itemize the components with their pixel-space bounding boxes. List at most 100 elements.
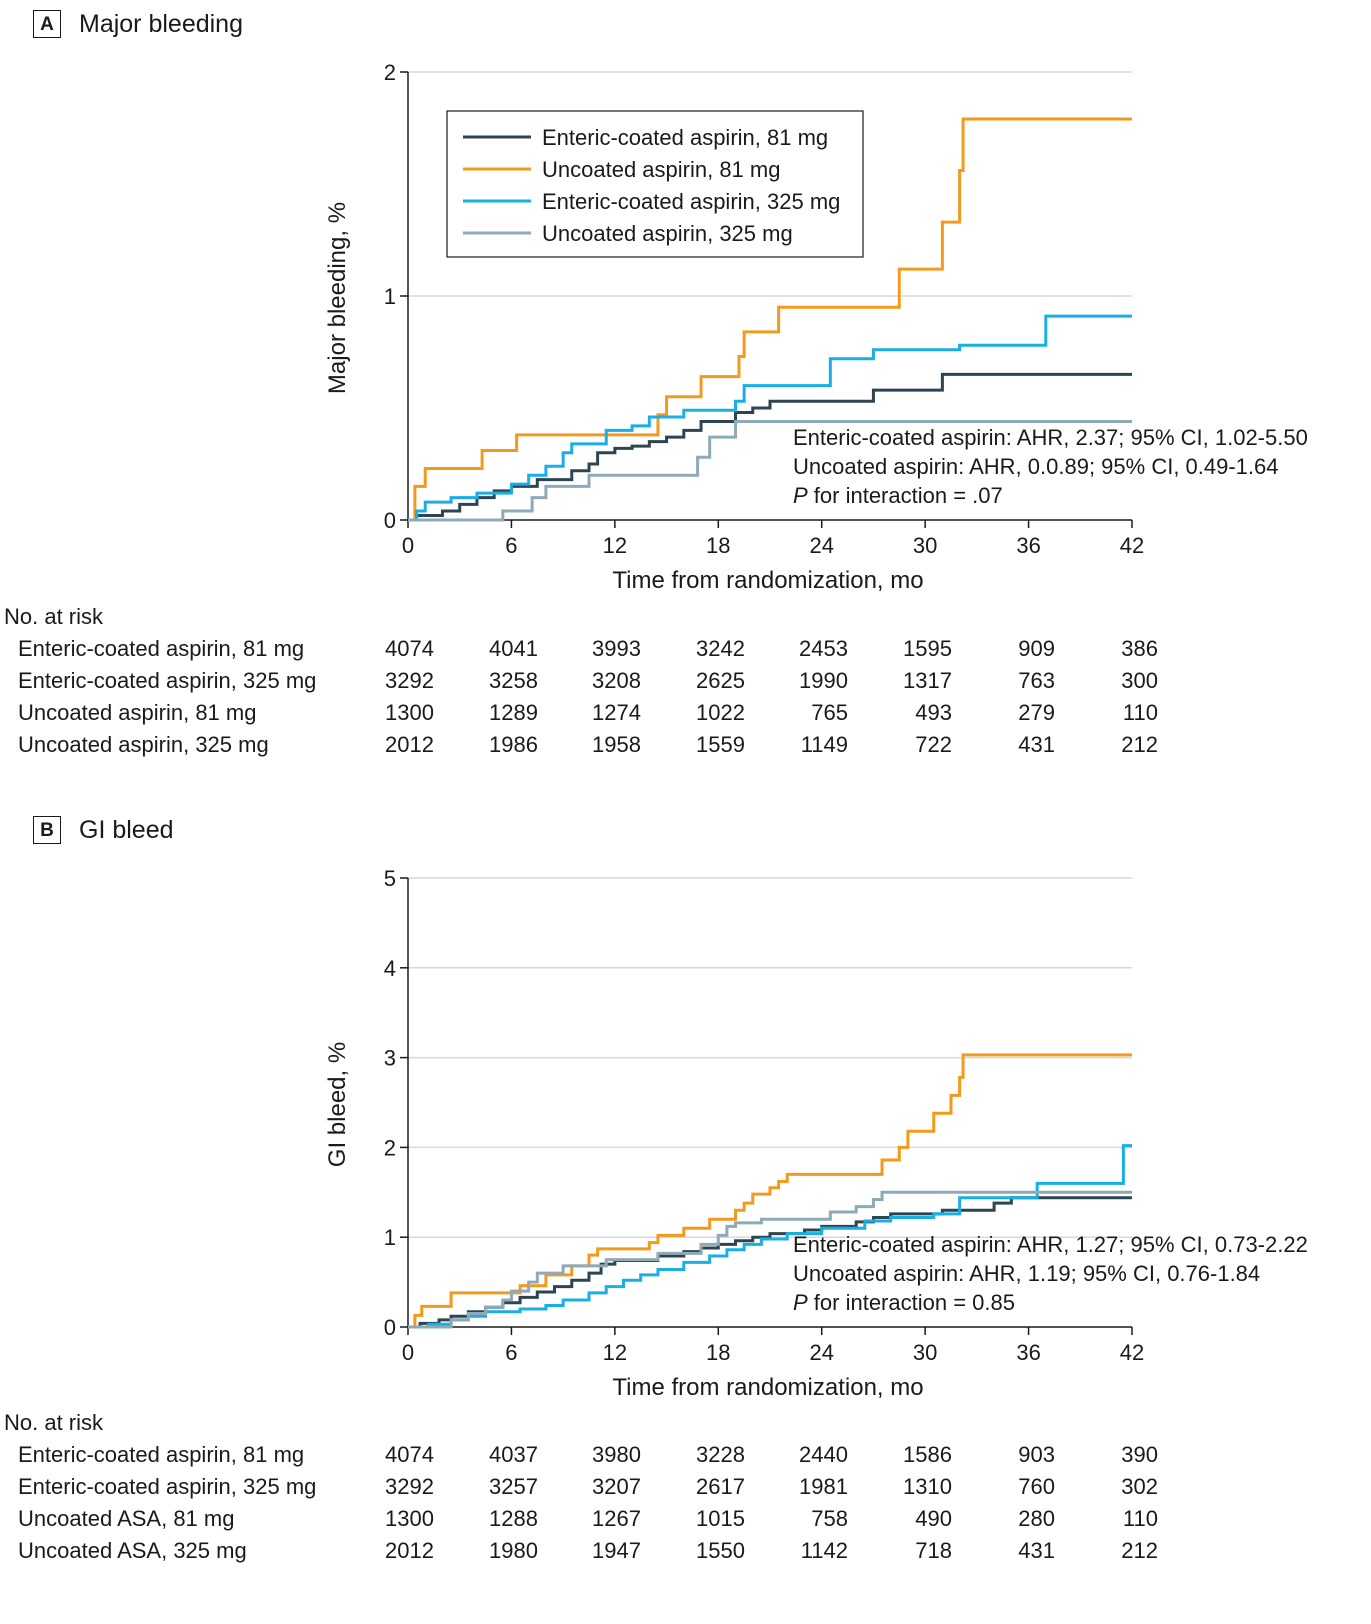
x-tick-label: 42 (1120, 533, 1144, 558)
at-risk-value: 302 (1121, 1474, 1158, 1499)
at-risk-value: 4074 (385, 636, 434, 661)
at-risk-heading: No. at risk (4, 1410, 104, 1435)
at-risk-value: 1274 (592, 700, 641, 725)
at-risk-value: 1990 (799, 668, 848, 693)
at-risk-value: 1015 (696, 1506, 745, 1531)
at-risk-value: 110 (1122, 700, 1158, 725)
at-risk-value: 722 (915, 732, 952, 757)
y-tick-label: 2 (384, 1135, 396, 1160)
at-risk-value: 3208 (592, 668, 641, 693)
at-risk-value: 4074 (385, 1442, 434, 1467)
y-tick-label: 1 (384, 284, 396, 309)
panel-title: Major bleeding (79, 9, 243, 38)
series-line-4 (408, 419, 1132, 522)
at-risk-value: 1300 (385, 1506, 434, 1531)
series-line-2 (408, 117, 1132, 522)
annotation: Enteric-coated aspirin: AHR, 1.27; 95% C… (793, 1232, 1308, 1257)
x-tick-label: 18 (706, 533, 730, 558)
x-tick-label: 36 (1016, 1340, 1040, 1365)
x-tick-label: 24 (809, 1340, 833, 1365)
at-risk-row-label: Uncoated ASA, 325 mg (18, 1538, 247, 1563)
at-risk-value: 386 (1121, 636, 1158, 661)
at-risk-value: 390 (1121, 1442, 1158, 1467)
at-risk-row-label: Uncoated aspirin, 81 mg (18, 700, 257, 725)
at-risk-value: 1958 (592, 732, 641, 757)
x-axis-label: Time from randomization, mo (612, 1374, 923, 1401)
x-tick-label: 18 (706, 1340, 730, 1365)
annotation: P for interaction = 0.85 (793, 1290, 1015, 1315)
at-risk-value: 280 (1018, 1506, 1055, 1531)
series-line-3 (408, 314, 1132, 522)
x-tick-label: 6 (505, 533, 517, 558)
at-risk-value: 909 (1018, 636, 1055, 661)
at-risk-value: 431 (1018, 732, 1055, 757)
at-risk-value: 4041 (489, 636, 538, 661)
at-risk-heading: No. at risk (4, 604, 104, 629)
at-risk-value: 1586 (903, 1442, 952, 1467)
panel-title: GI bleed (79, 815, 174, 844)
at-risk-value: 1289 (489, 700, 538, 725)
y-tick-label: 3 (384, 1046, 396, 1071)
x-axis-label: Time from randomization, mo (612, 567, 923, 594)
at-risk-value: 1980 (489, 1538, 538, 1563)
at-risk-value: 300 (1121, 668, 1158, 693)
at-risk-value: 1986 (489, 732, 538, 757)
at-risk-value: 3207 (592, 1474, 641, 1499)
at-risk-row: Uncoated ASA, 325 mg 2012 1980 1947 1550 1142… (0, 1538, 1371, 1568)
annotation: Uncoated aspirin: AHR, 1.19; 95% CI, 0.7… (793, 1261, 1260, 1286)
x-tick-label: 0 (402, 1340, 414, 1365)
y-tick-label: 0 (384, 1315, 396, 1340)
legend-entry: Enteric-coated aspirin, 81 mg (542, 125, 828, 150)
at-risk-row: Uncoated aspirin, 325 mg 2012 1986 1958 1559… (0, 732, 1371, 762)
at-risk-row-label: Uncoated ASA, 81 mg (18, 1506, 235, 1531)
at-risk-row: Uncoated ASA, 81 mg 1300 1288 1267 1015 758 49… (0, 1506, 1371, 1536)
at-risk-value: 1595 (903, 636, 952, 661)
legend-entry: Uncoated aspirin, 81 mg (542, 157, 780, 182)
y-axis-label: GI bleed, % (324, 1042, 351, 1167)
at-risk-value: 1310 (903, 1474, 952, 1499)
y-tick-label: 2 (384, 60, 396, 85)
at-risk-value: 3242 (696, 636, 745, 661)
x-tick-label: 12 (603, 1340, 627, 1365)
at-risk-value: 1550 (696, 1538, 745, 1563)
at-risk-value: 212 (1121, 732, 1158, 757)
at-risk-table: No. at risk Enteric-coated aspirin, 81 m… (0, 604, 1371, 764)
at-risk-value: 2012 (385, 732, 434, 757)
x-tick-label: 6 (505, 1340, 517, 1365)
at-risk-row-label: Enteric-coated aspirin, 325 mg (18, 1474, 317, 1499)
x-tick-label: 42 (1120, 1340, 1144, 1365)
at-risk-row-label: Enteric-coated aspirin, 325 mg (18, 668, 317, 693)
x-tick-label: 12 (603, 533, 627, 558)
x-tick-label: 24 (809, 533, 833, 558)
at-risk-value: 431 (1018, 1538, 1055, 1563)
at-risk-value: 760 (1018, 1474, 1055, 1499)
legend-entry: Uncoated aspirin, 325 mg (542, 221, 793, 246)
panel-major-bleeding: 0 1 2 0 6 12 18 24 30 36 42 Time from randomization… (0, 0, 1371, 800)
series-line-1 (408, 372, 1132, 522)
series-line-4 (408, 1190, 1132, 1329)
at-risk-value: 4037 (489, 1442, 538, 1467)
y-axis-label: Major bleeding, % (324, 202, 351, 394)
at-risk-value: 3993 (592, 636, 641, 661)
at-risk-value: 493 (915, 700, 952, 725)
series-line-2 (408, 1053, 1132, 1329)
at-risk-row-label: Enteric-coated aspirin, 81 mg (18, 1442, 305, 1467)
y-tick-label: 4 (384, 956, 396, 981)
y-tick-label: 1 (384, 1225, 396, 1250)
panel-letter: B (33, 816, 61, 844)
x-tick-label: 30 (913, 533, 937, 558)
at-risk-row: Enteric-coated aspirin, 325 mg 3292 3258 32… (0, 668, 1371, 698)
at-risk-value: 279 (1018, 700, 1055, 725)
x-tick-label: 0 (402, 533, 414, 558)
y-tick-label: 0 (384, 508, 396, 533)
at-risk-value: 3980 (592, 1442, 641, 1467)
at-risk-value: 2440 (799, 1442, 848, 1467)
at-risk-value: 3257 (489, 1474, 538, 1499)
at-risk-value: 3258 (489, 668, 538, 693)
at-risk-value: 3292 (385, 668, 434, 693)
at-risk-row: Enteric-coated aspirin, 325 mg 3292 3257 32… (0, 1474, 1371, 1504)
at-risk-value: 3228 (696, 1442, 745, 1467)
at-risk-value: 212 (1121, 1538, 1158, 1563)
